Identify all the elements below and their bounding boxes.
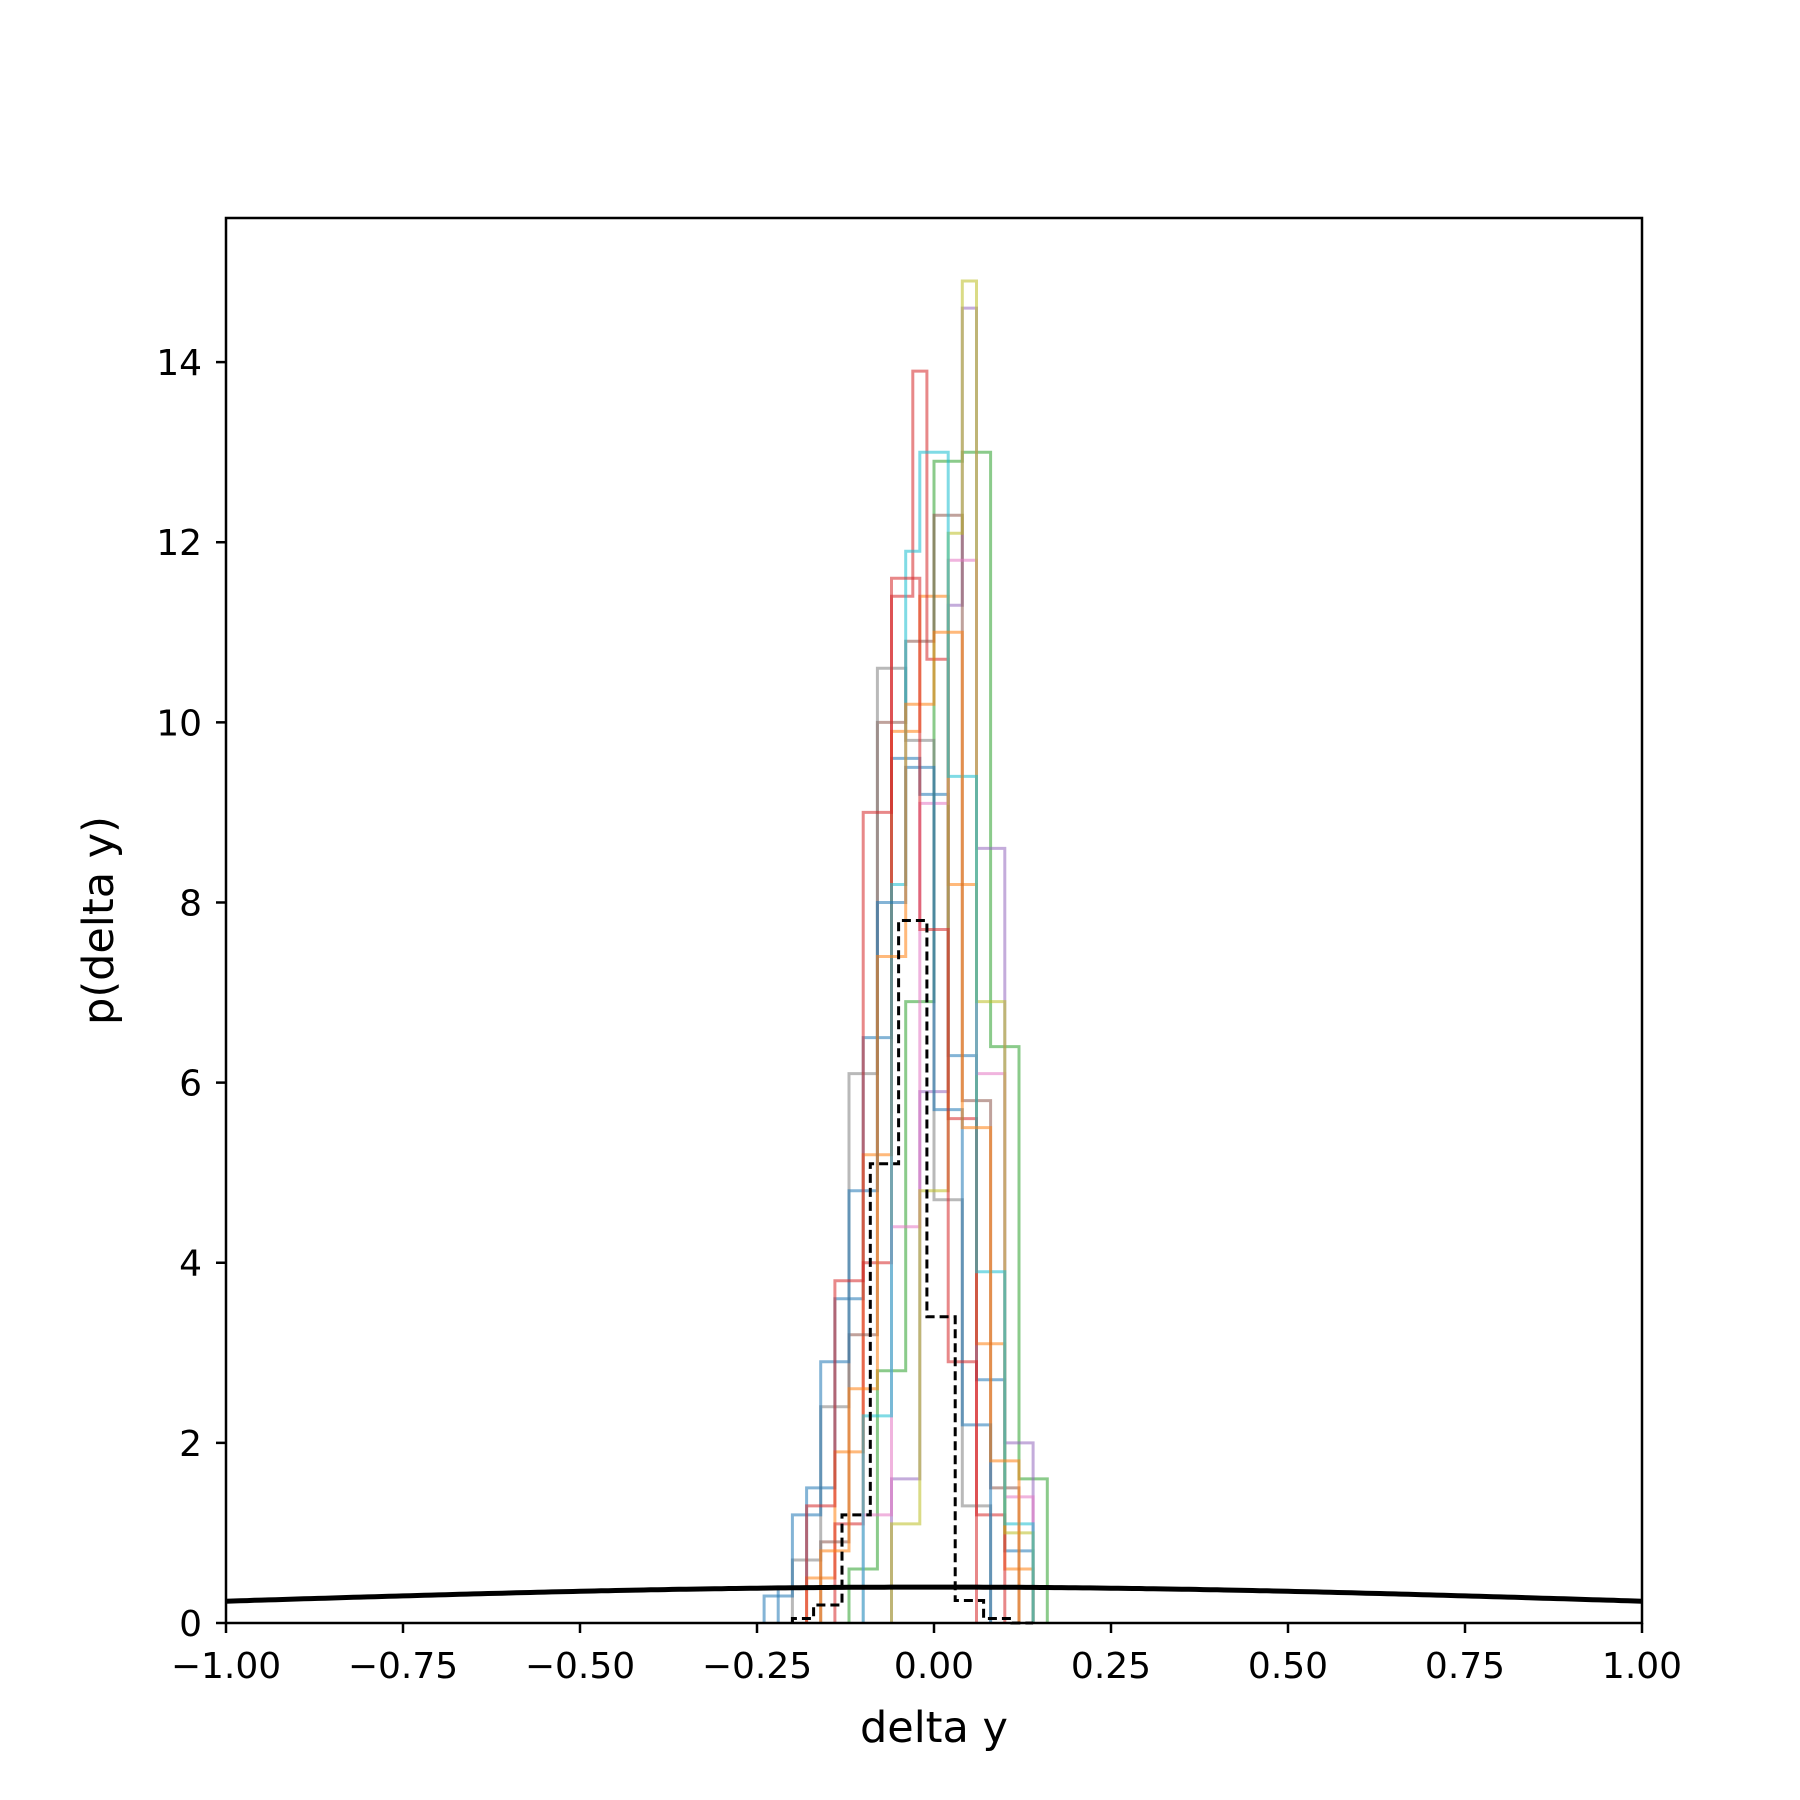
x-tick-label: 0.25 — [1071, 1646, 1151, 1687]
x-tick-label: 0.75 — [1425, 1646, 1505, 1687]
y-tick-label: 10 — [156, 703, 202, 744]
histogram-series-12 — [805, 576, 978, 1623]
histogram-series-9 — [861, 450, 1035, 1623]
x-axis-ticks: −1.00 −0.75 −0.50 −0.25 0.00 0.25 0.50 0.75 1.00 — [171, 1623, 1682, 1687]
histogram-series-3 — [833, 369, 1007, 1623]
x-tick-label: 1.00 — [1602, 1646, 1682, 1687]
histogram-series-layer — [762, 279, 1049, 1623]
x-tick-label: 0.00 — [894, 1646, 974, 1687]
y-tick-label: 12 — [156, 523, 202, 564]
x-axis-label: delta y — [860, 1703, 1008, 1753]
x-tick-label: −0.50 — [525, 1646, 635, 1687]
y-tick-label: 6 — [179, 1064, 202, 1105]
x-tick-label: 0.50 — [1248, 1646, 1328, 1687]
y-tick-label: 0 — [179, 1604, 202, 1645]
reference-curve-layer — [225, 1584, 1643, 1604]
x-tick-label: −0.25 — [702, 1646, 812, 1687]
y-tick-label: 4 — [179, 1244, 202, 1285]
y-tick-label: 8 — [179, 883, 202, 924]
reference-normal-curve — [225, 1584, 1643, 1604]
y-tick-label: 2 — [179, 1424, 202, 1465]
x-tick-label: −0.75 — [348, 1646, 458, 1687]
y-axis-label: p(delta y) — [74, 816, 124, 1025]
y-tick-label: 14 — [156, 343, 202, 384]
x-tick-label: −1.00 — [171, 1646, 281, 1687]
y-axis-ticks: 0 2 4 6 8 10 12 14 — [156, 343, 226, 1645]
